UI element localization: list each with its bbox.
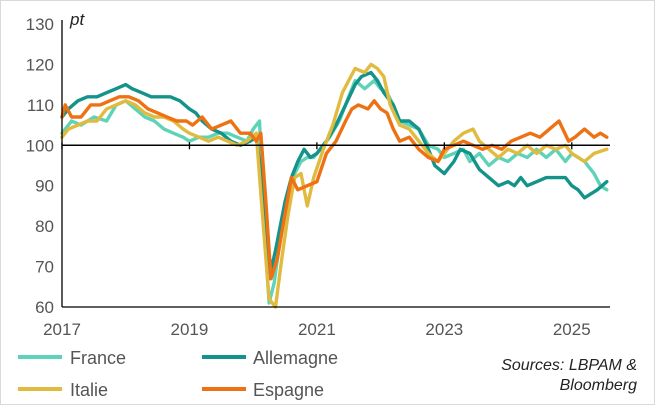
legend-item-espagne: Espagne — [202, 380, 324, 400]
legend-item-allemagne: Allemagne — [202, 348, 338, 368]
source-note: Sources: LBPAM & Bloomberg — [501, 357, 637, 394]
y-tick-label: 70 — [35, 258, 54, 277]
series-line-italie — [60, 62, 609, 309]
y-axis-labels: 60 70 80 90 100 110 120 130 — [26, 15, 54, 317]
legend-item-france: France — [18, 348, 126, 368]
series-line-espagne — [60, 95, 609, 281]
y-tick-label: 60 — [35, 298, 54, 317]
x-tick-label: 2017 — [43, 320, 81, 339]
legend: France Allemagne Italie Espagne — [18, 348, 338, 400]
source-line: Sources: LBPAM & — [501, 357, 637, 374]
y-tick-label: 100 — [26, 136, 54, 155]
x-tick-label: 2023 — [425, 320, 463, 339]
y-tick-label: 90 — [35, 177, 54, 196]
legend-label: France — [70, 348, 126, 368]
x-axis-labels: 2017 2019 2021 2023 2025 — [43, 320, 591, 339]
y-tick-label: 110 — [27, 96, 54, 115]
y-unit-label: pt — [69, 10, 85, 29]
y-tick-label: 80 — [35, 217, 54, 236]
x-tick-label: 2021 — [298, 320, 336, 339]
y-tick-label: 120 — [26, 55, 54, 74]
legend-item-italie: Italie — [18, 380, 108, 400]
x-tick-label: 2019 — [171, 320, 209, 339]
source-line: Bloomberg — [560, 377, 637, 394]
series-line-allemagne — [60, 70, 609, 281]
x-tick-label: 2025 — [553, 320, 591, 339]
legend-label: Italie — [70, 380, 108, 400]
x-tick-marks — [61, 142, 573, 150]
series-lines — [60, 62, 609, 309]
legend-label: Allemagne — [253, 348, 338, 368]
legend-label: Espagne — [253, 380, 324, 400]
y-tick-label: 130 — [26, 15, 54, 34]
